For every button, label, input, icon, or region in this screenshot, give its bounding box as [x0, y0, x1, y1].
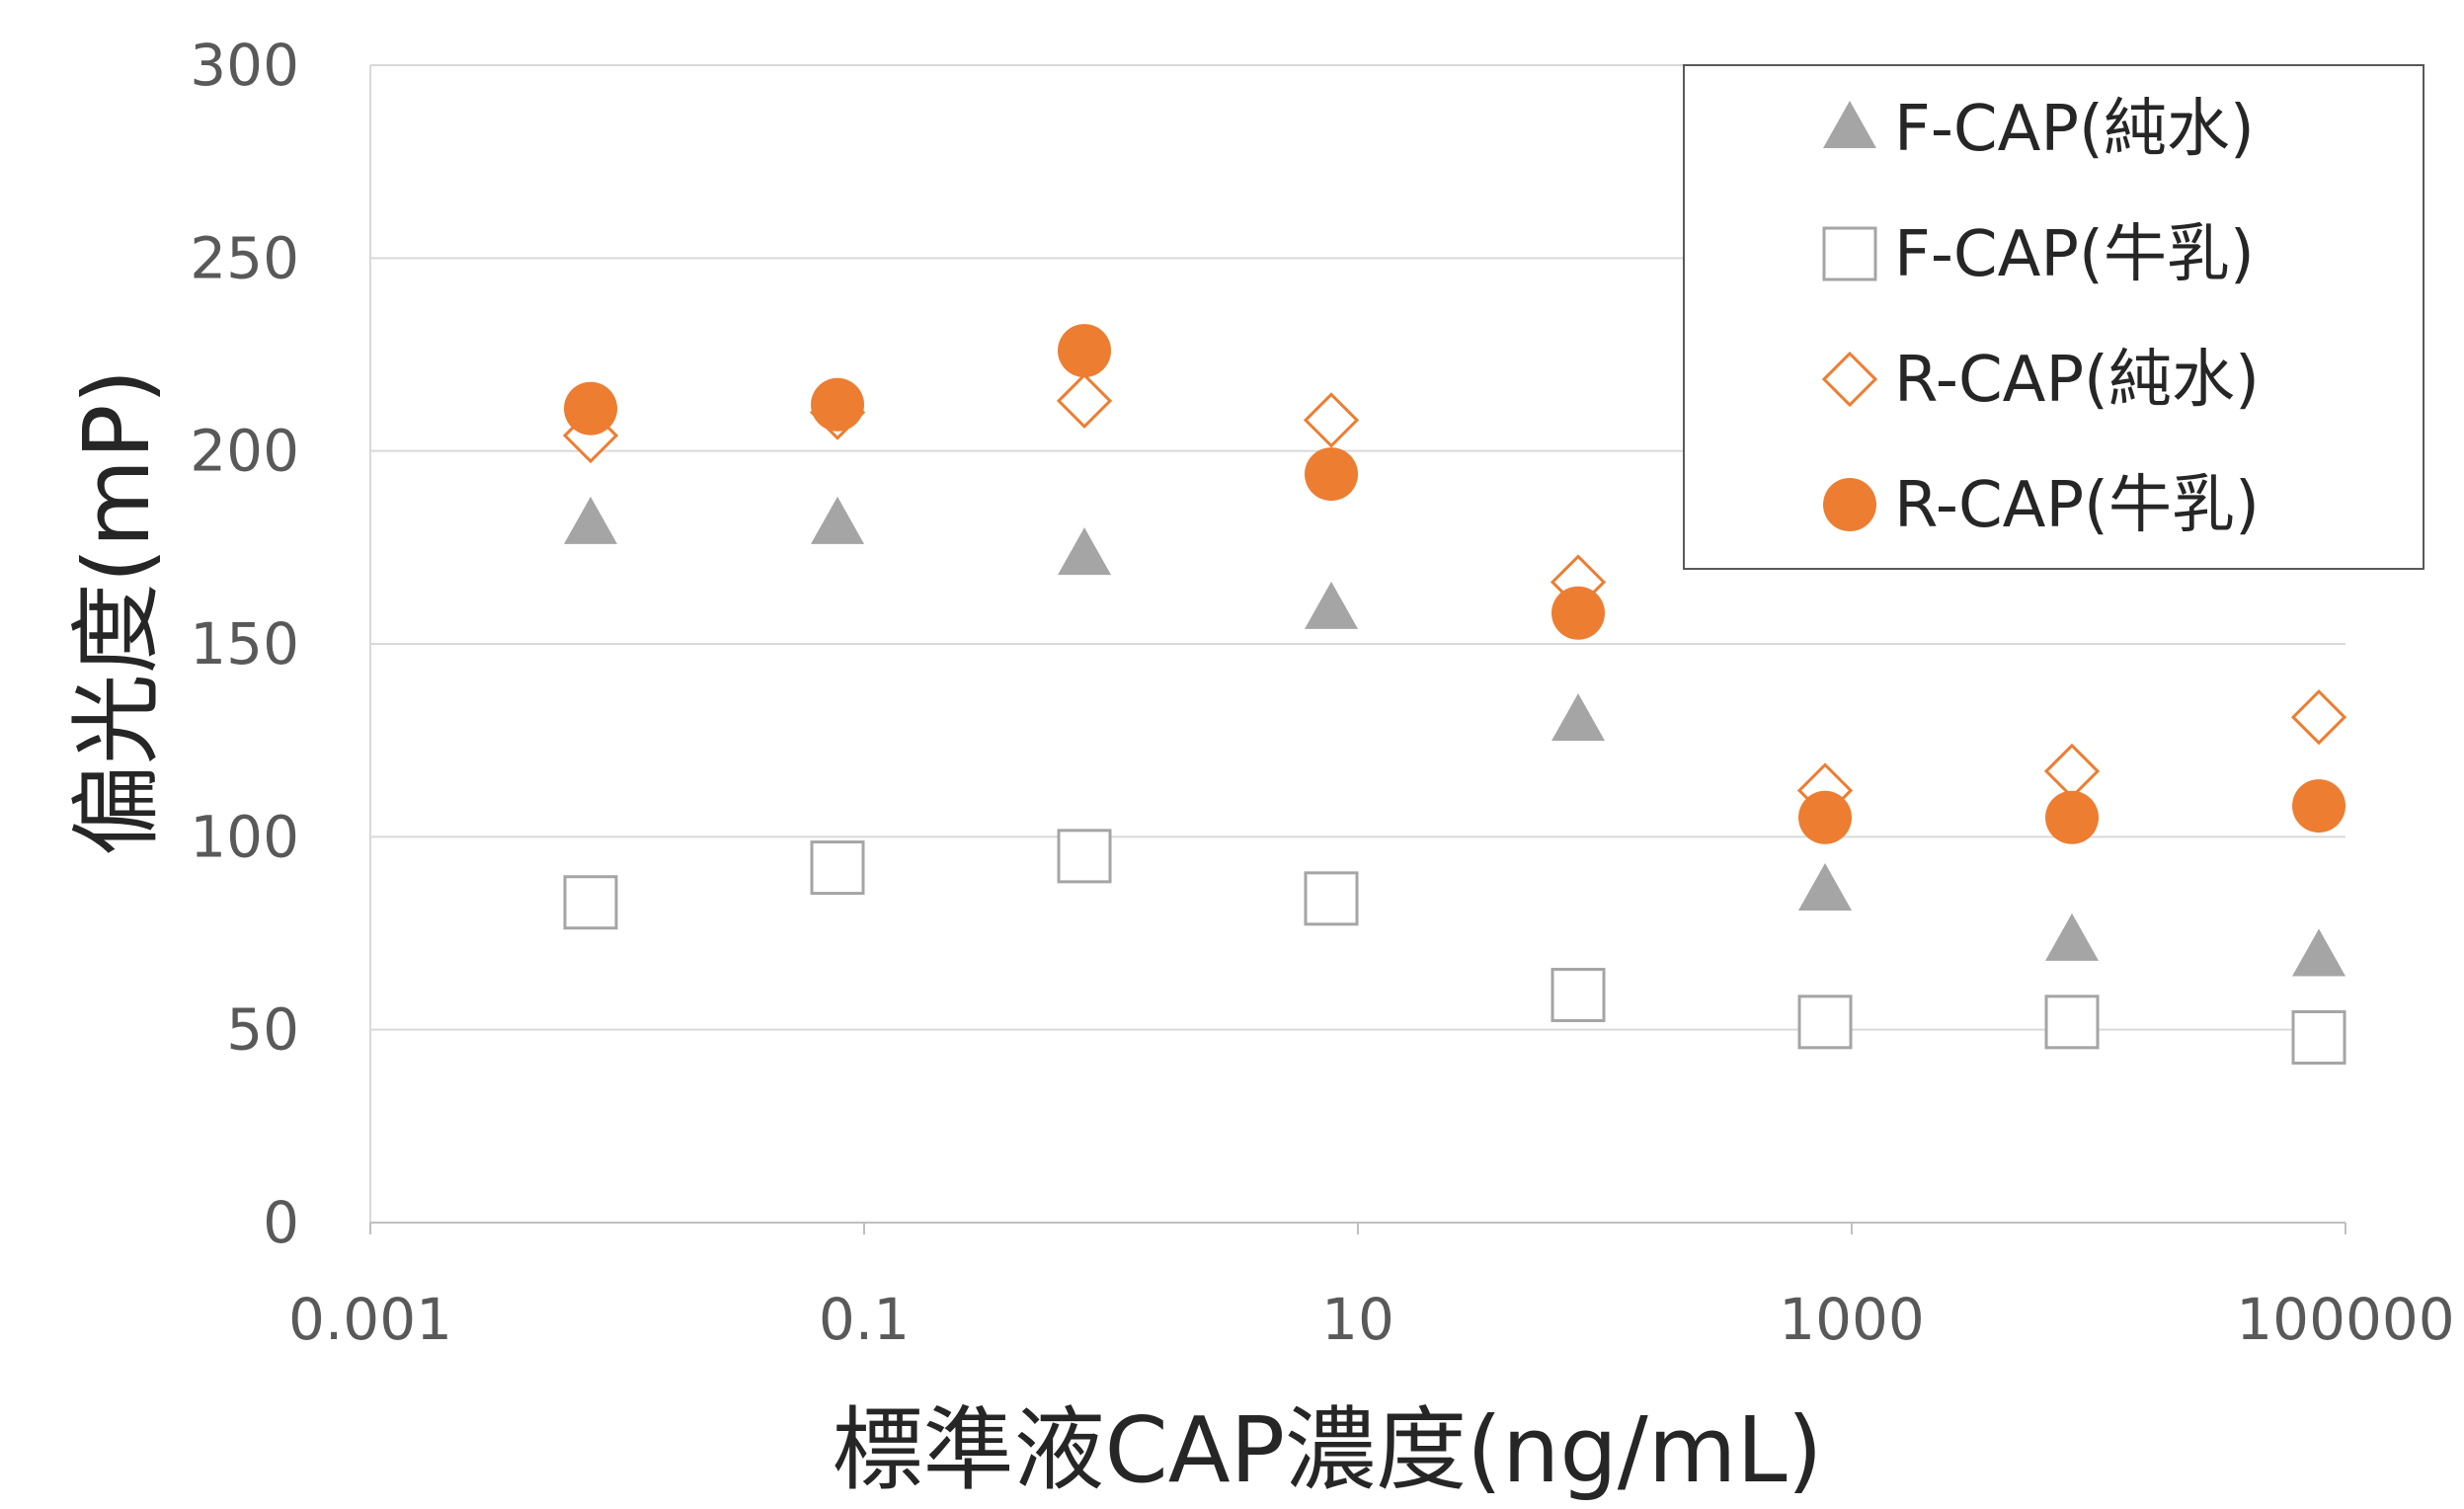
data-point	[1304, 871, 1359, 926]
data-point	[1550, 968, 1606, 1023]
data-point	[1551, 693, 1606, 742]
data-point	[2045, 790, 2100, 844]
legend-label: F-CAP(純水)	[1894, 93, 2255, 166]
legend-marker	[1821, 351, 1878, 408]
y-tick-label: 0	[263, 1189, 299, 1256]
x-tick-label: 10	[1321, 1286, 1394, 1353]
data-point	[1303, 392, 1360, 448]
data-point	[1058, 324, 1112, 378]
data-point	[1305, 581, 1359, 629]
gridlines	[370, 64, 2345, 1031]
data-point	[2292, 779, 2346, 834]
y-tick-label: 50	[226, 996, 299, 1064]
data-point	[2291, 1009, 2346, 1065]
data-point	[810, 840, 865, 896]
y-tick-label: 100	[190, 803, 299, 870]
data-point	[811, 496, 865, 544]
legend-marker	[1822, 226, 1877, 281]
data-point	[1798, 863, 1853, 912]
data-point	[1056, 372, 1113, 430]
y-tick-label: 250	[190, 224, 299, 291]
legend: F-CAP(純水) F-CAP(牛乳) R-CAP(純水) R-CAP(牛乳)	[1683, 64, 2424, 570]
x-axis-ticks: 0.001 0.1 10 1000 100000	[288, 1223, 2455, 1353]
x-tick-label: 100000	[2236, 1286, 2454, 1353]
data-points	[562, 324, 2347, 1065]
x-tick-label: 1000	[1779, 1286, 1925, 1353]
legend-label: F-CAP(牛乳)	[1894, 218, 2255, 291]
data-point	[1057, 829, 1112, 884]
data-point	[811, 377, 865, 432]
legend-label: R-CAP(純水)	[1894, 344, 2260, 417]
legend-box	[1683, 64, 2424, 570]
y-axis-ticks: 0 50 100 150 200 250 300	[190, 32, 299, 1256]
x-tick-label: 0.001	[288, 1286, 452, 1353]
data-point	[2045, 913, 2100, 961]
legend-marker	[1823, 478, 1876, 531]
data-point	[1797, 994, 1853, 1050]
y-tick-label: 150	[190, 610, 299, 677]
data-point	[1305, 447, 1359, 502]
data-point	[564, 381, 618, 436]
y-tick-label: 200	[190, 418, 299, 485]
data-point	[1058, 527, 1112, 576]
data-point	[564, 496, 618, 544]
data-point	[2043, 743, 2101, 800]
data-point	[563, 875, 618, 930]
data-point	[1798, 790, 1853, 844]
data-point	[2044, 994, 2100, 1050]
data-point	[1551, 586, 1606, 640]
data-point	[2292, 928, 2346, 977]
x-axis-title: 標準液CAP濃度(ng/mL)	[832, 1397, 1822, 1503]
data-point	[2290, 689, 2347, 746]
x-tick-label: 0.1	[819, 1286, 910, 1353]
legend-label: R-CAP(牛乳)	[1894, 469, 2260, 542]
legend-marker	[1823, 101, 1876, 148]
y-tick-label: 300	[190, 32, 299, 99]
y-axis-title: 偏光度(mP)	[64, 369, 170, 856]
